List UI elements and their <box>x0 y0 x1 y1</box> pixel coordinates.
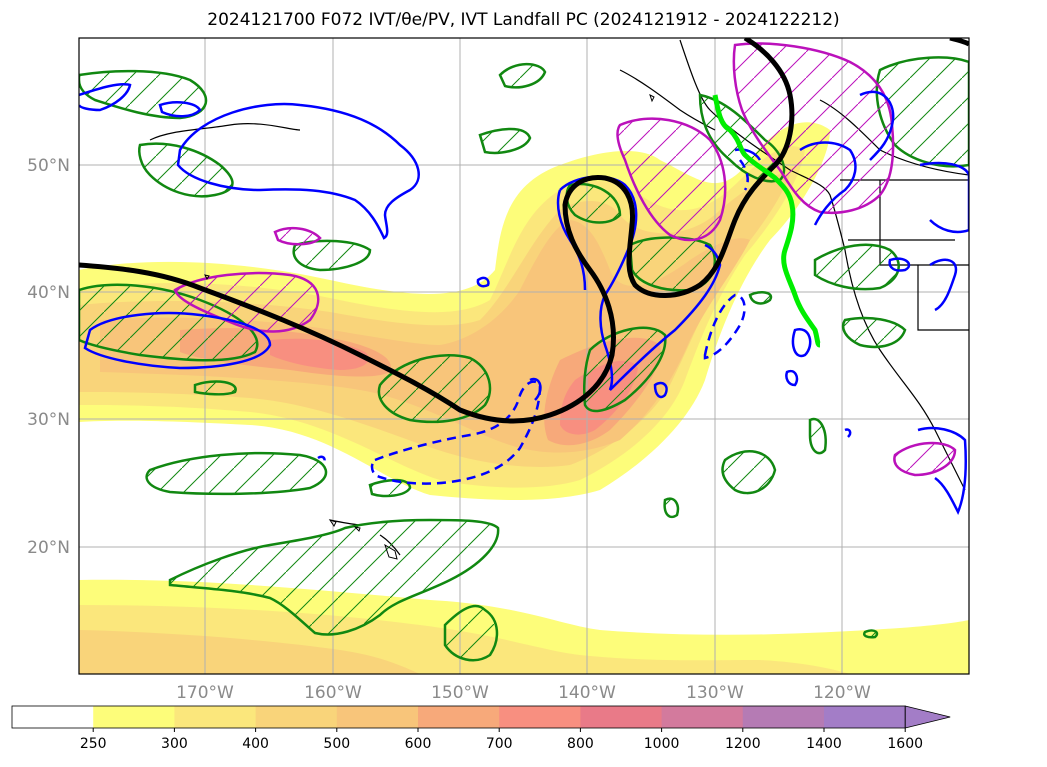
lat-label-20: 20°N <box>27 538 70 558</box>
lon-label-170w: 170°W <box>176 683 234 703</box>
map-frame <box>78 37 970 675</box>
colorbar-swatch <box>661 706 744 728</box>
lat-axis: 50°N 40°N 30°N 20°N <box>27 156 70 558</box>
lat-label-50: 50°N <box>27 156 70 176</box>
lon-axis: 170°W 160°W 150°W 140°W 130°W 120°W <box>176 683 871 703</box>
colorbar-tick-label: 800 <box>567 736 594 752</box>
colorbar-extend-arrow <box>904 705 951 729</box>
colorbar-tick-label: 1600 <box>887 736 923 752</box>
colorbar-swatch <box>93 706 175 728</box>
colorbar-tick-label: 700 <box>486 736 513 752</box>
colorbar-swatches <box>12 706 906 728</box>
colorbar-swatch <box>499 706 581 728</box>
colorbar-swatch <box>336 706 419 728</box>
lon-label-140w: 140°W <box>558 683 616 703</box>
colorbar-swatch <box>418 706 500 728</box>
landfall-track <box>712 94 821 348</box>
colorbar-swatch <box>824 706 906 728</box>
colorbar-tick-label: 600 <box>405 736 432 752</box>
lon-label-150w: 150°W <box>431 683 489 703</box>
colorbar-tick-label: 1400 <box>806 736 842 752</box>
colorbar-swatch <box>580 706 663 728</box>
colorbar-swatch <box>174 706 257 728</box>
colorbar-labels: 250 300 400 500 600 700 800 1000 1200 1400 1600 <box>80 728 923 752</box>
colorbar-tick-label: 300 <box>161 736 188 752</box>
green-hatched-regions <box>79 56 969 662</box>
colorbar-tick-label: 400 <box>242 736 269 752</box>
lat-label-40: 40°N <box>27 283 70 303</box>
lon-label-120w: 120°W <box>813 683 871 703</box>
colorbar-tick-label: 250 <box>80 736 107 752</box>
colorbar-swatch <box>12 706 94 728</box>
colorbar-tick-label: 1200 <box>725 736 761 752</box>
lon-label-130w: 130°W <box>686 683 744 703</box>
magenta-hatched-regions <box>173 42 957 477</box>
colorbar-frame <box>11 705 906 729</box>
lat-label-30: 30°N <box>27 410 70 430</box>
colorbar-swatch <box>742 706 825 728</box>
colorbar: 250 300 400 500 600 700 800 1000 1200 1400 1600 <box>11 705 951 752</box>
map-layers <box>79 38 969 674</box>
map-title: 2024121700 F072 IVT/θe/PV, IVT Landfall … <box>207 10 840 30</box>
colorbar-tick-label: 500 <box>323 736 350 752</box>
lon-label-160w: 160°W <box>304 683 362 703</box>
blue-contours <box>79 83 969 516</box>
islands <box>204 94 655 560</box>
colorbar-swatch <box>255 706 338 728</box>
colorbar-tick-label: 1000 <box>644 736 680 752</box>
